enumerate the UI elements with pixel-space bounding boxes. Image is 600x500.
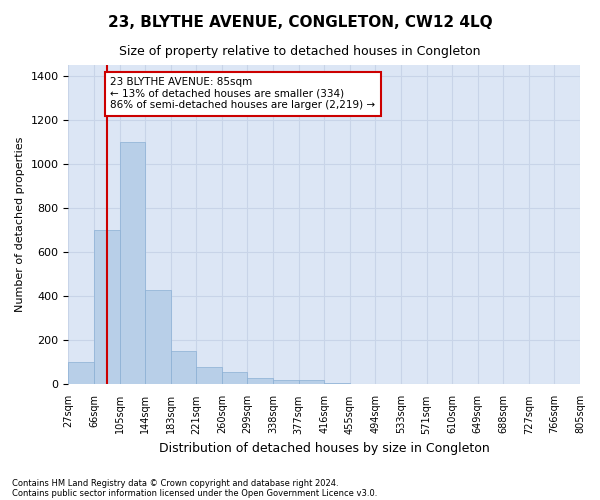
Bar bbox=[247, 378, 273, 384]
Text: 23 BLYTHE AVENUE: 85sqm
← 13% of detached houses are smaller (334)
86% of semi-d: 23 BLYTHE AVENUE: 85sqm ← 13% of detache… bbox=[110, 77, 376, 110]
X-axis label: Distribution of detached houses by size in Congleton: Distribution of detached houses by size … bbox=[159, 442, 490, 455]
Bar bbox=[222, 372, 247, 384]
Bar bbox=[196, 367, 222, 384]
Bar bbox=[119, 142, 145, 384]
Bar bbox=[299, 380, 324, 384]
Bar bbox=[145, 290, 171, 384]
Bar bbox=[273, 380, 299, 384]
Text: 23, BLYTHE AVENUE, CONGLETON, CW12 4LQ: 23, BLYTHE AVENUE, CONGLETON, CW12 4LQ bbox=[107, 15, 493, 30]
Text: Contains public sector information licensed under the Open Government Licence v3: Contains public sector information licen… bbox=[12, 488, 377, 498]
Text: Size of property relative to detached houses in Congleton: Size of property relative to detached ho… bbox=[119, 45, 481, 58]
Bar bbox=[94, 230, 119, 384]
Text: Contains HM Land Registry data © Crown copyright and database right 2024.: Contains HM Land Registry data © Crown c… bbox=[12, 478, 338, 488]
Y-axis label: Number of detached properties: Number of detached properties bbox=[15, 137, 25, 312]
Bar bbox=[171, 352, 196, 384]
Bar bbox=[68, 362, 94, 384]
